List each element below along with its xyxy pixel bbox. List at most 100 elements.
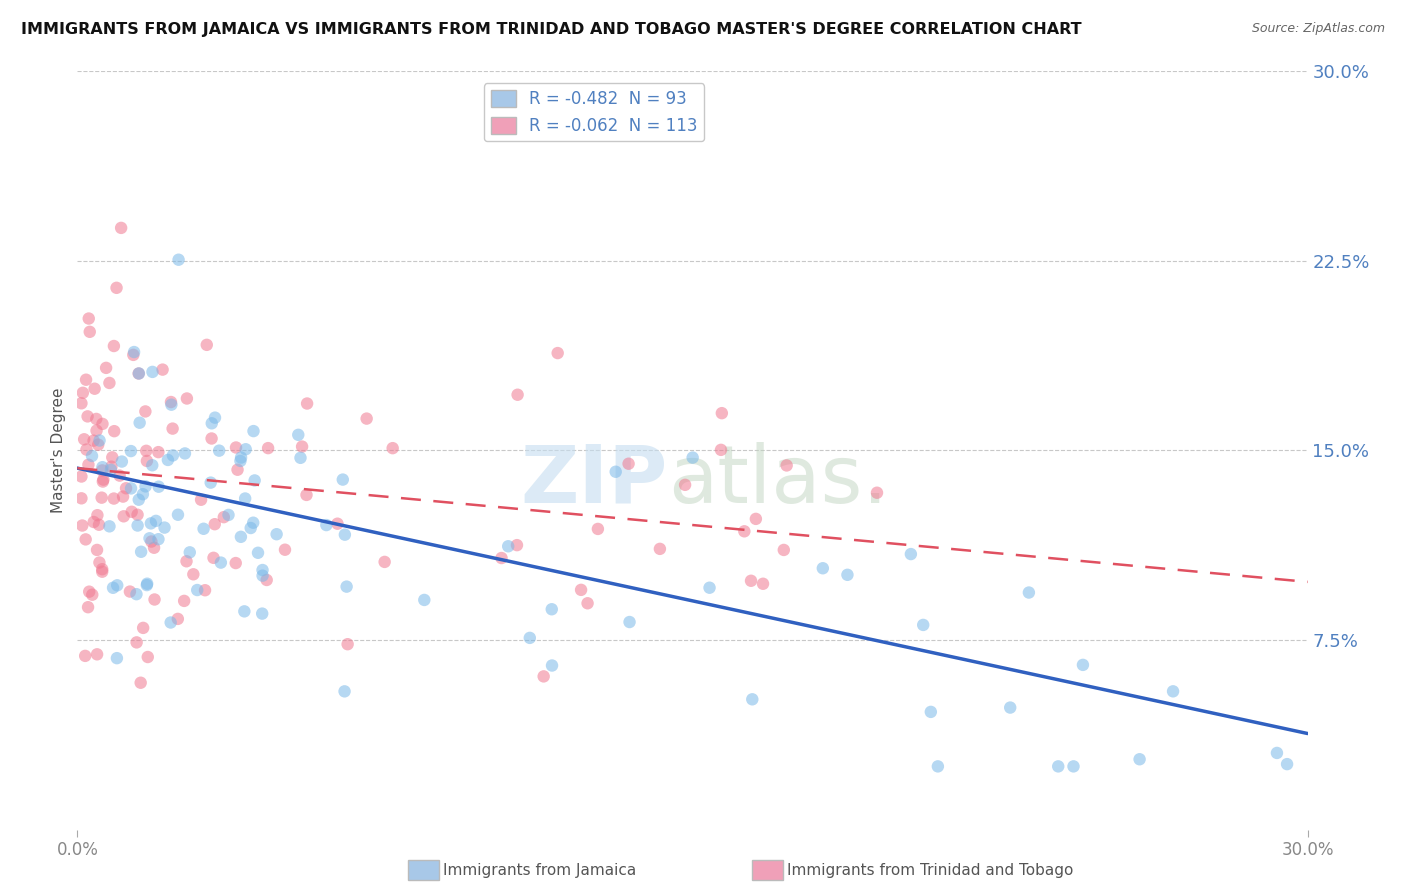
- Point: [247, 546, 270, 560]
- Point: [229, 450, 252, 465]
- Point: [160, 398, 183, 412]
- Point: [250, 607, 273, 621]
- Point: [120, 444, 142, 458]
- Point: [242, 424, 264, 438]
- Point: [218, 508, 240, 522]
- Point: [332, 473, 354, 487]
- Point: [86, 648, 108, 662]
- Point: [76, 409, 98, 424]
- Point: [143, 541, 166, 555]
- Point: [1161, 684, 1184, 698]
- Point: [83, 434, 105, 448]
- Point: [159, 615, 181, 630]
- Point: [699, 581, 721, 595]
- Point: [605, 465, 627, 479]
- Point: [336, 637, 359, 651]
- Point: [576, 596, 599, 610]
- Point: [141, 365, 163, 379]
- Point: [89, 556, 111, 570]
- Point: [333, 684, 356, 698]
- Point: [239, 521, 262, 535]
- Point: [91, 475, 114, 489]
- Point: [710, 406, 733, 420]
- Point: [91, 562, 114, 576]
- Point: [733, 524, 755, 539]
- Point: [356, 411, 378, 425]
- Point: [72, 518, 94, 533]
- Point: [105, 651, 128, 665]
- Point: [226, 463, 249, 477]
- Point: [105, 281, 128, 295]
- Point: [167, 508, 190, 522]
- Point: [291, 440, 314, 454]
- Point: [506, 388, 529, 402]
- Point: [87, 438, 110, 452]
- Point: [200, 475, 222, 490]
- Point: [110, 220, 132, 235]
- Point: [79, 325, 101, 339]
- Point: [90, 491, 112, 505]
- Point: [212, 510, 235, 524]
- Point: [540, 602, 562, 616]
- Point: [752, 576, 775, 591]
- Point: [295, 396, 318, 410]
- Point: [336, 580, 359, 594]
- Point: [1063, 759, 1085, 773]
- Point: [112, 509, 135, 524]
- Point: [745, 512, 768, 526]
- Point: [381, 441, 404, 455]
- Point: [374, 555, 396, 569]
- Point: [136, 650, 159, 665]
- Point: [682, 450, 704, 465]
- Point: [290, 450, 312, 465]
- Point: [837, 567, 859, 582]
- Point: [73, 432, 96, 446]
- Point: [128, 492, 150, 507]
- Point: [225, 556, 247, 570]
- Point: [266, 527, 288, 541]
- Point: [776, 458, 799, 473]
- Point: [900, 547, 922, 561]
- Point: [121, 505, 143, 519]
- Point: [1018, 585, 1040, 599]
- Legend: R = -0.482  N = 93, R = -0.062  N = 113: R = -0.482 N = 93, R = -0.062 N = 113: [484, 84, 704, 142]
- Point: [115, 481, 138, 495]
- Point: [179, 545, 201, 559]
- Point: [103, 491, 125, 506]
- Point: [91, 463, 114, 477]
- Point: [920, 705, 942, 719]
- Point: [152, 362, 174, 376]
- Point: [202, 550, 225, 565]
- Point: [242, 516, 264, 530]
- Point: [70, 469, 93, 483]
- Point: [83, 382, 105, 396]
- Text: atlas.: atlas.: [668, 442, 887, 520]
- Point: [138, 531, 160, 545]
- Point: [195, 338, 218, 352]
- Point: [98, 519, 121, 533]
- Point: [173, 594, 195, 608]
- Point: [233, 604, 256, 618]
- Text: Immigrants from Jamaica: Immigrants from Jamaica: [443, 863, 636, 878]
- Point: [204, 517, 226, 532]
- Point: [243, 474, 266, 488]
- Point: [183, 567, 205, 582]
- Point: [103, 339, 125, 353]
- Point: [82, 588, 104, 602]
- Point: [617, 457, 640, 471]
- Point: [648, 541, 671, 556]
- Point: [148, 480, 170, 494]
- Point: [506, 538, 529, 552]
- Point: [201, 417, 224, 431]
- Point: [75, 533, 97, 547]
- Point: [111, 454, 134, 468]
- Point: [94, 360, 117, 375]
- Point: [129, 545, 152, 559]
- Point: [252, 568, 274, 582]
- Point: [132, 621, 155, 635]
- Point: [70, 396, 93, 410]
- Point: [586, 522, 609, 536]
- Point: [274, 542, 297, 557]
- Point: [153, 520, 176, 534]
- Point: [1071, 657, 1094, 672]
